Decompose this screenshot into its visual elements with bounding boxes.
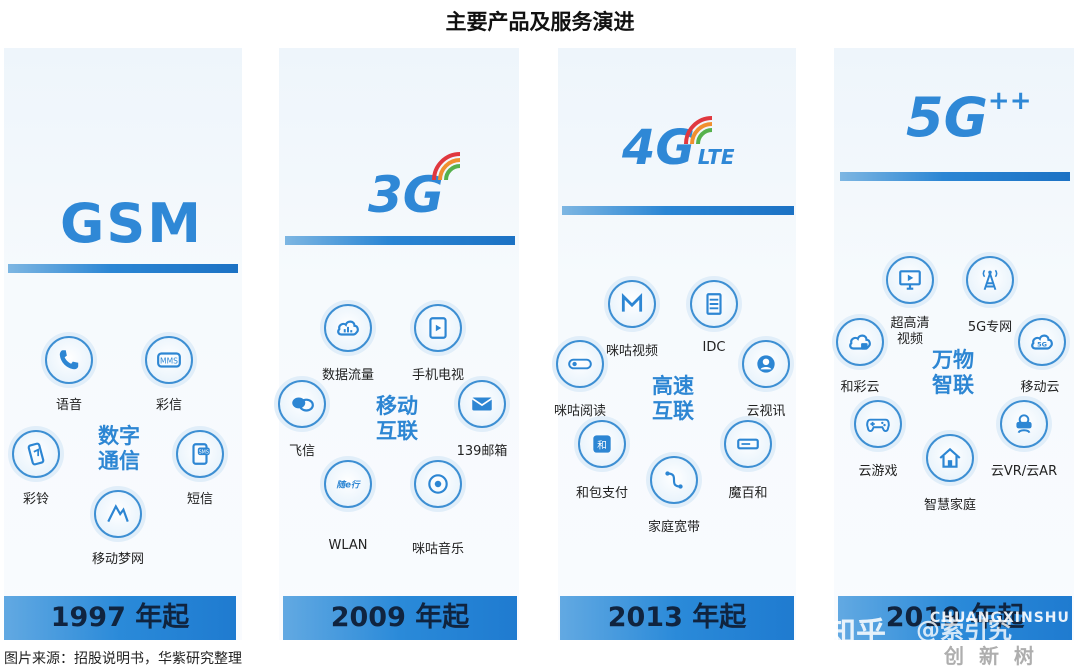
panel-gsm [4,48,242,640]
svg-text:和: 和 [597,439,607,451]
wlan-icon: 随e行 [324,460,372,508]
service-label: 移动梦网 [91,552,144,567]
service-label: 智慧家庭 [923,498,976,513]
gen-title-4g: 4G LTE [622,120,735,176]
signal-icon-3g [432,152,461,181]
service-label: 和彩云 [840,380,880,395]
watermark-mark-line2: 创 新 树 [944,644,1038,668]
signal-icon-4g [684,116,713,145]
year-bar-4g: 2013 年起 [560,596,794,640]
stripe-gsm [8,264,238,273]
service-label: 家庭宽带 [647,520,700,535]
service-label: 云视讯 [746,404,786,419]
service-label: 云VR/云AR [990,464,1058,479]
year-bar-gsm: 1997 年起 [4,596,236,640]
center-text-4g: 高速 互联 [652,374,694,423]
svg-text:5G: 5G [1037,340,1047,348]
service-label: 超高清 视频 [890,316,930,347]
ringtone-phone-icon [12,430,60,478]
svg-text:SMS: SMS [199,449,209,455]
watermark-mark-line1: CHUANGXINSHU [930,610,1070,626]
cloud-storage-icon [836,318,884,366]
cloud-data-icon [324,304,372,352]
service-label: 咪咕视频 [605,344,658,359]
source-note: 图片来源：招股说明书，华紫研究整理 [4,651,242,667]
server-icon [690,280,738,328]
center-text-5g: 万物 智联 [932,348,974,397]
service-label: 语音 [55,398,82,413]
service-label: 和包支付 [575,486,628,501]
service-label: 咪咕阅读 [553,404,606,419]
mail-icon [458,380,506,428]
gen-suffix-5g: ++ [987,86,1032,116]
mobile-tv-icon [414,304,462,352]
gen-title-gsm: GSM [60,192,203,255]
service-label: IDC [702,340,726,355]
panel-3g [279,48,519,640]
year-bar-3g: 2009 年起 [283,596,517,640]
svg-text:随e行: 随e行 [336,479,361,490]
service-label: 飞信 [288,444,315,459]
broadband-icon [650,456,698,504]
gen-title-3g: 3G [368,166,444,224]
svg-text:MMS: MMS [160,356,178,365]
stripe-3g [285,236,515,245]
service-label: 移动云 [1020,380,1060,395]
center-text-3g: 移动 互联 [376,394,418,443]
service-label: 彩信 [155,398,182,413]
gen-title-5g: 5G++ [906,86,1032,149]
vr-headset-icon [1000,400,1048,448]
center-text-gsm: 数字 通信 [98,424,140,473]
watermark-author: @索引究 [916,616,1012,644]
gen-suffix-4g: LTE [697,145,735,169]
service-label: 咪咕音乐 [411,542,464,557]
year-bar-5g: 2019 年起 [838,596,1072,640]
watermark-brand: 知乎 [826,616,886,651]
gamepad-icon [854,400,902,448]
mobile-cloud-icon: 5G [1018,318,1066,366]
page-title: 主要产品及服务演进 [445,10,635,34]
service-label: 彩铃 [22,492,49,507]
service-label: 139邮箱 [456,444,508,459]
tower-icon [966,256,1014,304]
smart-home-icon [926,434,974,482]
phone-icon [45,336,93,384]
stripe-5g [840,172,1070,181]
mms-icon: MMS [145,336,193,384]
migu-video-icon [608,280,656,328]
service-label: WLAN [328,538,368,553]
service-label: 手机电视 [411,368,464,383]
stripe-4g [562,206,794,215]
payment-icon: 和 [578,420,626,468]
fetion-icon [278,380,326,428]
service-label: 云游戏 [858,464,898,479]
migu-read-icon [556,340,604,388]
service-label: 短信 [186,492,213,507]
music-icon [414,460,462,508]
service-label: 魔百和 [728,486,768,501]
uhd-video-icon [886,256,934,304]
sms-icon: SMS [176,430,224,478]
service-label: 数据流量 [321,368,374,383]
monternet-icon [94,490,142,538]
service-label: 5G专网 [967,320,1013,335]
video-conference-icon [742,340,790,388]
settop-box-icon [724,420,772,468]
